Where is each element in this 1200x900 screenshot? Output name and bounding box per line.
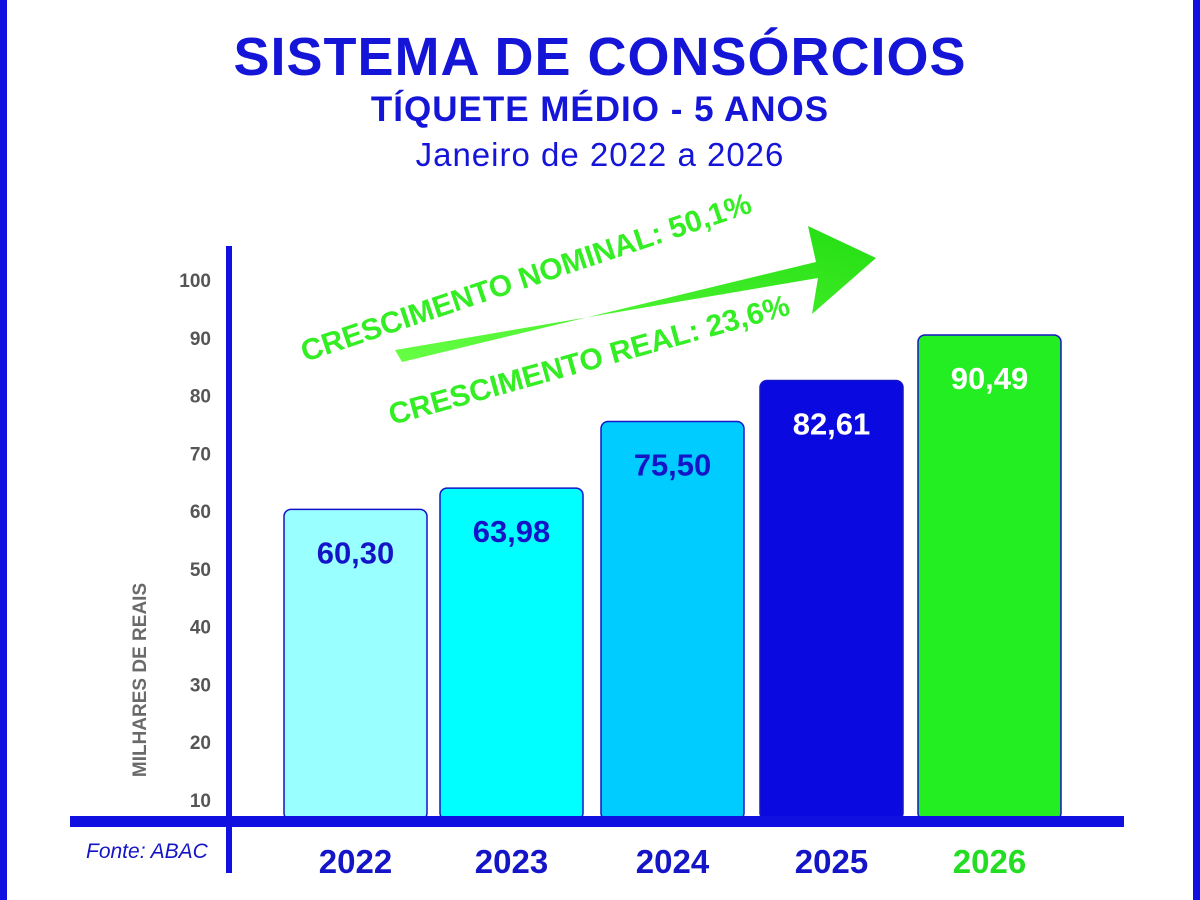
y-axis-line bbox=[226, 246, 232, 873]
y-tick-label-70: 70 bbox=[190, 444, 211, 465]
bar-value-label-2023: 63,98 bbox=[473, 514, 551, 549]
source-label: Fonte: ABAC bbox=[86, 840, 209, 863]
x-tick-label-2023: 2023 bbox=[475, 843, 548, 880]
x-axis-line bbox=[70, 816, 1124, 827]
chart-title: SISTEMA DE CONSÓRCIOS bbox=[233, 27, 967, 87]
x-tick-label-2022: 2022 bbox=[319, 843, 392, 880]
bar-2025 bbox=[759, 379, 904, 821]
y-tick-label-100: 100 bbox=[179, 271, 211, 292]
y-tick-label-50: 50 bbox=[190, 560, 211, 581]
y-tick-labels: 10 20 30 40 50 60 70 80 90 100 bbox=[179, 271, 211, 812]
frame-right-border bbox=[1193, 0, 1200, 900]
x-tick-label-2025: 2025 bbox=[795, 843, 868, 880]
chart-subtitle: TÍQUETE MÉDIO - 5 ANOS bbox=[370, 90, 830, 129]
y-tick-label-80: 80 bbox=[190, 387, 211, 408]
y-tick-label-10: 10 bbox=[190, 791, 211, 812]
x-tick-label-2026: 2026 bbox=[953, 843, 1026, 880]
y-axis-label: MILHARES DE REAIS bbox=[130, 583, 151, 777]
bar-value-label-2026: 90,49 bbox=[951, 361, 1029, 396]
bar-value-label-2025: 82,61 bbox=[793, 406, 871, 441]
bars-layer: 60,30 2022 63,98 2023 75,50 2024 82,61 2025 90,4… bbox=[283, 334, 1062, 880]
x-tick-label-2024: 2024 bbox=[636, 843, 710, 880]
y-tick-label-60: 60 bbox=[190, 502, 211, 523]
growth-arrow-icon bbox=[395, 226, 876, 362]
bar-value-label-2022: 60,30 bbox=[317, 535, 395, 570]
y-tick-label-30: 30 bbox=[190, 675, 211, 696]
y-tick-label-90: 90 bbox=[190, 329, 211, 350]
bar-value-label-2024: 75,50 bbox=[634, 448, 712, 483]
y-tick-label-20: 20 bbox=[190, 733, 211, 754]
bar-2026 bbox=[917, 334, 1062, 821]
chart-period: Janeiro de 2022 a 2026 bbox=[415, 136, 785, 173]
frame-left-border bbox=[0, 0, 7, 900]
y-tick-label-40: 40 bbox=[190, 618, 211, 639]
